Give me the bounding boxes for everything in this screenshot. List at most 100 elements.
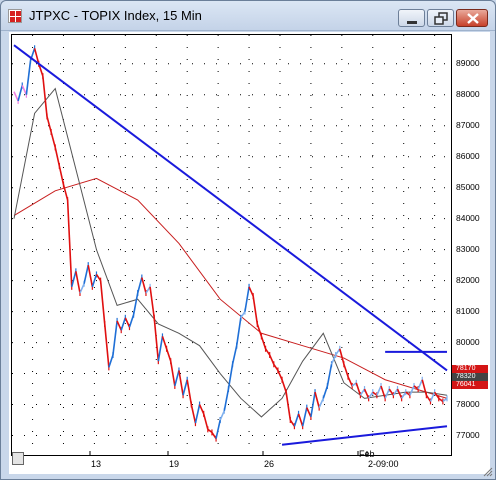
price-segment: [202, 413, 209, 430]
price-segment: [339, 348, 345, 365]
price-segment: [388, 388, 395, 396]
minimize-button[interactable]: [398, 9, 425, 27]
price-segment: [260, 336, 267, 350]
close-button[interactable]: [456, 9, 488, 27]
price-segment: [108, 354, 114, 368]
title-bar[interactable]: JTPXC - TOPIX Index, 15 Min: [1, 1, 495, 31]
trendline-upper-line: [13, 44, 448, 372]
price-segment: [25, 60, 32, 95]
price-segment: [252, 295, 259, 325]
plot-area[interactable]: [11, 34, 452, 456]
price-segment: [355, 382, 362, 396]
price-segment: [306, 407, 312, 418]
price-segment: [103, 323, 110, 368]
price-segment: [50, 131, 57, 148]
x-tick-label: 19: [169, 459, 180, 469]
price-segment: [330, 354, 337, 365]
price-chart[interactable]: [12, 35, 451, 455]
price-segment: [87, 264, 94, 287]
y-tick-label: 86000: [456, 150, 480, 161]
y-tick-label: 83000: [456, 243, 480, 254]
price-segment: [421, 379, 428, 396]
price-segment: [66, 200, 73, 287]
price-segment: [116, 320, 122, 331]
trendline-lower-line: [281, 425, 448, 446]
price-scale[interactable]: 89000 88000 87000 86000 85000 84000 83000 82000…: [452, 34, 489, 456]
price-segment: [157, 336, 164, 362]
price-segment: [128, 314, 135, 328]
price-segment: [392, 388, 399, 396]
price-segment: [46, 116, 52, 133]
price-segment: [268, 354, 275, 365]
price-segment: [62, 184, 69, 201]
price-segment: [91, 274, 98, 288]
price-segment: [219, 410, 226, 421]
price-segment: [153, 317, 160, 362]
price-segment: [384, 388, 390, 399]
price-segment: [182, 379, 188, 396]
price-segment: [363, 388, 370, 399]
price-segment: [70, 271, 77, 288]
price-segment: [334, 348, 341, 356]
price-segment: [13, 91, 19, 102]
price-segment: [367, 391, 374, 399]
price-segment: [256, 323, 263, 337]
price-segment: [37, 63, 44, 77]
y-tick-label: 82000: [456, 274, 480, 285]
price-segment: [405, 391, 411, 396]
price-segment: [58, 165, 65, 185]
price-segment: [132, 292, 139, 315]
maximize-button[interactable]: [427, 9, 454, 27]
price-segment: [120, 317, 127, 331]
price-segment: [248, 286, 254, 297]
restore-icon: [434, 12, 448, 25]
x-tick-label: 26: [264, 459, 275, 469]
window-title: JTPXC - TOPIX Index, 15 Min: [29, 8, 202, 23]
price-segment: [178, 370, 184, 396]
price-segment: [351, 382, 357, 387]
price-segment: [83, 264, 90, 284]
y-tick-label: 77000: [456, 429, 480, 440]
x-tick-label: 13: [91, 459, 102, 469]
price-segment: [211, 431, 217, 440]
price-segment: [322, 385, 329, 399]
price-segment: [301, 407, 308, 427]
y-tick-label: 78000: [456, 398, 480, 409]
price-segment: [433, 391, 440, 399]
price-segment: [235, 317, 242, 346]
time-scale[interactable]: 13 19 26 Feb 2-09:00: [11, 449, 452, 474]
price-segment: [347, 376, 353, 387]
y-tick-label: 87000: [456, 119, 480, 130]
price-segment: [281, 379, 287, 393]
price-segment: [223, 388, 230, 411]
price-segment: [326, 364, 333, 387]
price-segment: [297, 413, 304, 427]
price-segment: [293, 413, 300, 427]
price-segment: [42, 76, 48, 117]
y-tick-label: 84000: [456, 212, 480, 223]
moving-average-fast-line: [13, 87, 448, 418]
price-segment: [380, 385, 386, 399]
chart-scroll-handle[interactable]: [12, 452, 24, 465]
y-tick-label: 85000: [456, 181, 480, 192]
price-segment: [376, 385, 382, 396]
price-segment: [413, 385, 419, 390]
price-segment: [442, 397, 448, 403]
price-segment: [112, 320, 118, 356]
price-segment: [425, 394, 432, 402]
price-segment: [95, 273, 102, 282]
y-tick-label: 80000: [456, 336, 480, 347]
price-segment: [289, 419, 296, 427]
resize-grip-icon[interactable]: [483, 467, 493, 477]
price-segment: [124, 317, 131, 328]
price-segment: [231, 345, 238, 365]
price-segment: [198, 404, 205, 415]
price-segment: [310, 392, 316, 418]
price-segment: [359, 388, 366, 396]
price-segment: [215, 419, 221, 439]
price-segment: [318, 398, 325, 408]
price-segment: [273, 363, 279, 371]
price-segment: [21, 85, 28, 96]
chart-frame: 89000 88000 87000 86000 85000 84000 83000 82000…: [9, 32, 490, 474]
